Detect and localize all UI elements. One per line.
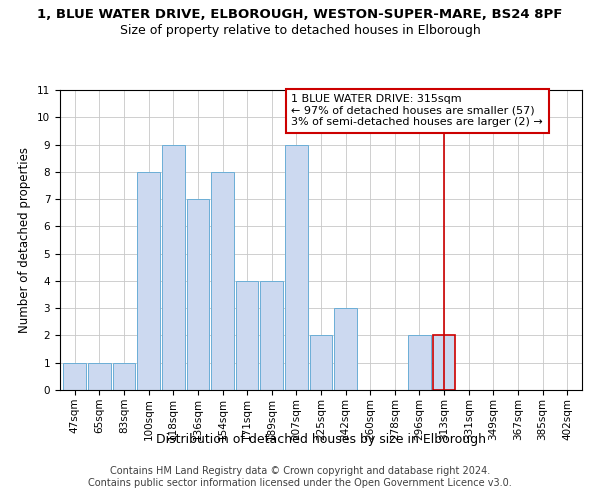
Bar: [162, 144, 185, 390]
Text: Size of property relative to detached houses in Elborough: Size of property relative to detached ho…: [119, 24, 481, 37]
Text: 1 BLUE WATER DRIVE: 315sqm
← 97% of detached houses are smaller (57)
3% of semi-: 1 BLUE WATER DRIVE: 315sqm ← 97% of deta…: [292, 94, 543, 128]
Bar: [260, 281, 283, 390]
Bar: [211, 172, 234, 390]
Bar: [310, 336, 332, 390]
Bar: [408, 336, 431, 390]
Text: 1, BLUE WATER DRIVE, ELBOROUGH, WESTON-SUPER-MARE, BS24 8PF: 1, BLUE WATER DRIVE, ELBOROUGH, WESTON-S…: [37, 8, 563, 20]
Text: Distribution of detached houses by size in Elborough: Distribution of detached houses by size …: [156, 432, 486, 446]
Bar: [433, 336, 455, 390]
Y-axis label: Number of detached properties: Number of detached properties: [19, 147, 31, 333]
Bar: [187, 199, 209, 390]
Text: Contains HM Land Registry data © Crown copyright and database right 2024.
Contai: Contains HM Land Registry data © Crown c…: [88, 466, 512, 487]
Bar: [64, 362, 86, 390]
Bar: [334, 308, 357, 390]
Bar: [88, 362, 111, 390]
Bar: [236, 281, 259, 390]
Bar: [285, 144, 308, 390]
Bar: [113, 362, 136, 390]
Bar: [137, 172, 160, 390]
